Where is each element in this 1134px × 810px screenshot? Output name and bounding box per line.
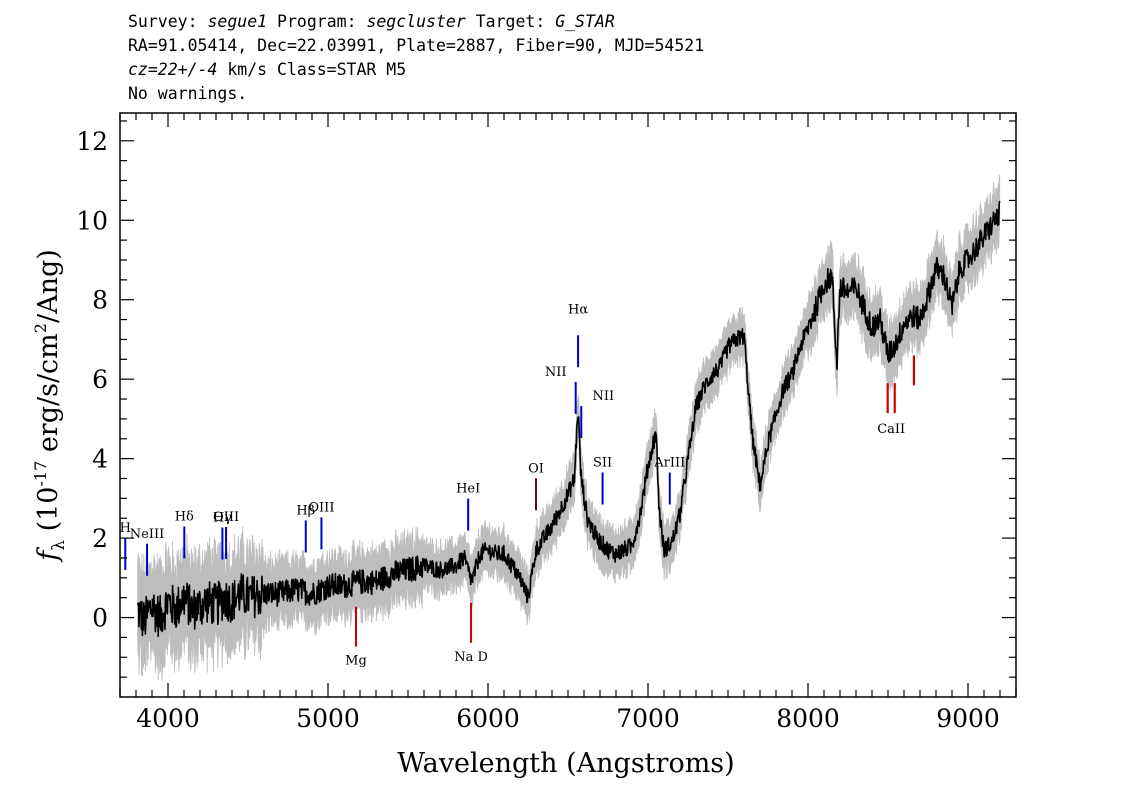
target-name: G_STAR	[555, 12, 615, 31]
spectrum-header: Survey: segue1 Program: segcluster Targe…	[128, 10, 704, 106]
program-prefix: Program:	[267, 12, 367, 31]
emission-line-label: OI	[528, 461, 544, 476]
y-axis-title: fλ (10-17 erg/s/cm2/Ang)	[31, 249, 69, 563]
y-tick-label: 10	[76, 206, 108, 235]
emission-line-label: OIII	[213, 510, 239, 525]
emission-line-label: Hβ	[296, 503, 315, 518]
emission-line-label: SII	[593, 455, 612, 470]
program-name: segcluster	[366, 12, 466, 31]
x-tick-label: 6000	[456, 704, 520, 733]
emission-line-label: NeIII	[130, 527, 164, 542]
x-tick-label: 5000	[296, 704, 360, 733]
tick-labels: 4000 5000 6000 7000 8000 9000 0 2 4 6 8 10 12	[76, 127, 1000, 733]
x-tick-label: 7000	[616, 704, 680, 733]
header-line-2: RA=91.05414, Dec=22.03991, Plate=2887, F…	[128, 36, 705, 55]
emission-line-label: Hδ	[175, 509, 194, 524]
target-prefix: Target:	[465, 12, 556, 31]
emission-line-label: H	[120, 521, 131, 536]
emission-line-label: NII	[545, 365, 567, 380]
x-tick-label: 9000	[936, 704, 1000, 733]
y-tick-label: 2	[92, 524, 108, 553]
redshift-value: cz=22+/-4	[128, 60, 218, 79]
header-line-3: cz=22+/-4 km/s Class=STAR M5	[128, 58, 704, 82]
emission-line-label: Hα	[568, 302, 588, 317]
emission-line-label: OIII	[308, 500, 334, 515]
y-tick-label: 6	[92, 365, 108, 394]
emission-line-label: HeI	[456, 482, 480, 497]
emission-line-label: ArIII	[653, 456, 685, 471]
flux-error-band	[137, 174, 1001, 682]
y-tick-label: 8	[92, 286, 108, 315]
y-tick-label: 4	[92, 445, 108, 474]
absorption-line-label: Na D	[454, 650, 488, 665]
y-tick-label: 12	[76, 127, 108, 156]
emission-line-label: NII	[592, 389, 614, 404]
survey-prefix: Survey:	[128, 12, 208, 31]
error-band	[137, 174, 1001, 682]
y-tick-label: 0	[92, 604, 108, 633]
x-tick-label: 8000	[776, 704, 840, 733]
caii-absorption-label: CaII	[877, 422, 905, 437]
absorption-line-label: Mg	[345, 654, 367, 669]
header-line-4: No warnings.	[128, 84, 248, 103]
class-text: km/s Class=STAR M5	[217, 60, 407, 79]
x-tick-label: 4000	[136, 704, 200, 733]
survey-name: segue1	[207, 12, 268, 31]
header-line-1: Survey: segue1 Program: segcluster Targe…	[128, 10, 704, 34]
flux-layer	[136, 200, 1001, 637]
axes	[119, 112, 1017, 698]
emission-line-label: Hγ	[213, 511, 232, 526]
x-axis-title: Wavelength (Angstroms)	[397, 748, 734, 779]
flux-series-line	[136, 200, 1001, 637]
